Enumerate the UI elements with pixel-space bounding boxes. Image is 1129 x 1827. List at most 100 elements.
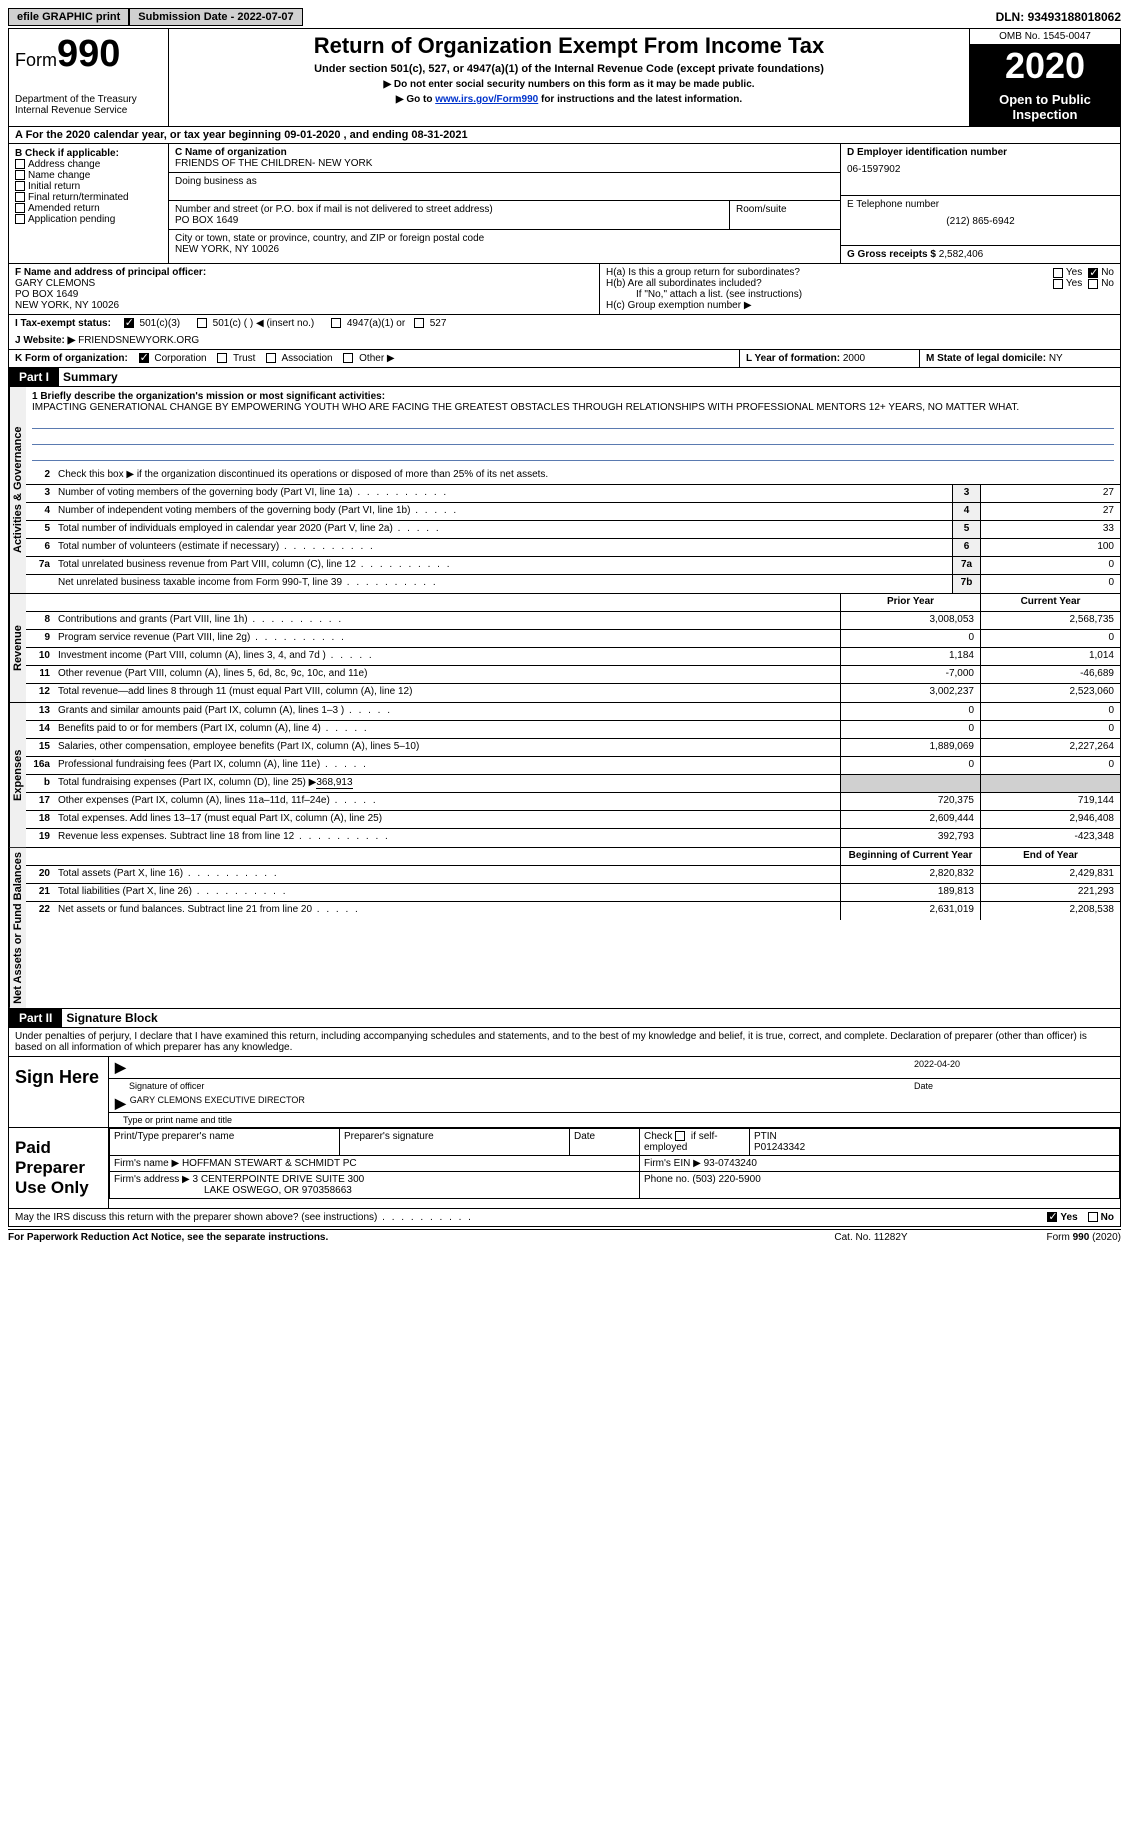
footer-left: For Paperwork Reduction Act Notice, see …: [8, 1232, 771, 1243]
row-i: I Tax-exempt status: 501(c)(3) 501(c) ( …: [8, 314, 1121, 332]
row-a-tax-year: A For the 2020 calendar year, or tax yea…: [8, 126, 1121, 143]
chk-other[interactable]: [343, 353, 353, 363]
officer-signed-name: GARY CLEMONS EXECUTIVE DIRECTOR: [130, 1095, 305, 1110]
val-16b: 368,913: [316, 777, 352, 789]
row-j: J Website: ▶ FRIENDSNEWYORK.ORG: [8, 332, 1121, 349]
note-1: ▶ Do not enter social security numbers o…: [175, 79, 963, 90]
officer-addr1: PO BOX 1649: [15, 289, 78, 300]
website-link[interactable]: FRIENDSNEWYORK.ORG: [78, 335, 199, 346]
officer-name: GARY CLEMONS: [15, 278, 95, 289]
chk-assoc[interactable]: [266, 353, 276, 363]
chk-ha-yes[interactable]: [1053, 268, 1063, 278]
header-block: B Check if applicable: Address change Na…: [8, 143, 1121, 263]
col-b-checkboxes: B Check if applicable: Address change Na…: [9, 144, 169, 263]
col-c-org-info: C Name of organization FRIENDS OF THE CH…: [169, 144, 840, 263]
chk-527[interactable]: [414, 318, 424, 328]
org-name: FRIENDS OF THE CHILDREN- NEW YORK: [175, 158, 834, 169]
dba-label: Doing business as: [175, 176, 834, 187]
chk-amended[interactable]: [15, 203, 25, 213]
state-domicile: NY: [1049, 353, 1063, 364]
chk-initial-return[interactable]: [15, 181, 25, 191]
street-value: PO BOX 1649: [175, 215, 723, 226]
part1-header: Part I Summary: [8, 368, 1121, 387]
mission-underline: [32, 415, 1114, 429]
form-title: Return of Organization Exempt From Incom…: [175, 33, 963, 59]
org-name-label: C Name of organization: [175, 147, 834, 158]
chk-ha-no[interactable]: [1088, 268, 1098, 278]
year-formation: 2000: [843, 353, 865, 364]
chk-name-change[interactable]: [15, 170, 25, 180]
paid-preparer-label: Paid Preparer Use Only: [9, 1128, 109, 1208]
dept-label: Department of the Treasury Internal Reve…: [15, 94, 162, 116]
room-label: Room/suite: [730, 201, 840, 229]
footer-form: Form 990 (2020): [971, 1232, 1121, 1243]
section-expenses: Expenses 13Grants and similar amounts pa…: [8, 703, 1121, 848]
footer: For Paperwork Reduction Act Notice, see …: [8, 1229, 1121, 1243]
firm-addr1: 3 CENTERPOINTE DRIVE SUITE 300: [193, 1174, 365, 1185]
firm-ein: 93-0743240: [704, 1158, 757, 1169]
chk-4947[interactable]: [331, 318, 341, 328]
sign-here-label: Sign Here: [9, 1057, 109, 1127]
row-f-h: F Name and address of principal officer:…: [8, 263, 1121, 314]
val-6: 100: [980, 539, 1120, 556]
chk-discuss-no[interactable]: [1088, 1212, 1098, 1222]
hc-label: H(c) Group exemption number ▶: [606, 300, 1114, 311]
discuss-row: May the IRS discuss this return with the…: [8, 1209, 1121, 1227]
form-subtitle: Under section 501(c), 527, or 4947(a)(1)…: [175, 63, 963, 75]
preparer-table: Print/Type preparer's name Preparer's si…: [109, 1128, 1120, 1199]
form-number: Form990: [15, 33, 162, 76]
footer-cat: Cat. No. 11282Y: [771, 1232, 971, 1243]
sig-officer-label: Signature of officer: [115, 1081, 914, 1091]
submission-date-button[interactable]: Submission Date - 2022-07-07: [129, 8, 302, 26]
gross-value: 2,582,406: [939, 249, 984, 260]
irs-link[interactable]: www.irs.gov/Form990: [435, 94, 538, 105]
section-revenue: Revenue Prior YearCurrent Year 8Contribu…: [8, 594, 1121, 703]
gross-label: G Gross receipts $: [847, 249, 939, 260]
chk-address-change[interactable]: [15, 159, 25, 169]
city-label: City or town, state or province, country…: [175, 233, 834, 244]
hdr-current: Current Year: [980, 594, 1120, 611]
officer-label: F Name and address of principal officer:: [15, 267, 206, 278]
sidelabel-net-assets: Net Assets or Fund Balances: [9, 848, 26, 1008]
sidelabel-revenue: Revenue: [9, 594, 26, 702]
form-header: Form990 Department of the Treasury Inter…: [8, 28, 1121, 126]
city-value: NEW YORK, NY 10026: [175, 244, 834, 255]
sidelabel-governance: Activities & Governance: [9, 387, 26, 593]
part2-header: Part II Signature Block: [8, 1009, 1121, 1028]
hdr-prior: Prior Year: [840, 594, 980, 611]
efile-button[interactable]: efile GRAPHIC print: [8, 8, 129, 26]
sidelabel-expenses: Expenses: [9, 703, 26, 847]
ein-value: 06-1597902: [847, 164, 1114, 175]
firm-addr2: LAKE OSWEGO, OR 970358663: [114, 1185, 352, 1196]
sign-date: 2022-04-20: [914, 1059, 1114, 1076]
ptin-value: P01243342: [754, 1142, 805, 1153]
tel-value: (212) 865-6942: [847, 216, 1114, 227]
firm-phone: (503) 220-5900: [692, 1174, 760, 1185]
chk-discuss-yes[interactable]: [1047, 1212, 1057, 1222]
col-d-e: D Employer identification number 06-1597…: [840, 144, 1120, 263]
chk-hb-no[interactable]: [1088, 279, 1098, 289]
val-7b: 0: [980, 575, 1120, 593]
ein-label: D Employer identification number: [847, 147, 1114, 158]
chk-501c3[interactable]: [124, 318, 134, 328]
chk-final-return[interactable]: [15, 192, 25, 202]
chk-app-pending[interactable]: [15, 214, 25, 224]
chk-self-employed[interactable]: [675, 1131, 685, 1141]
chk-501c[interactable]: [197, 318, 207, 328]
hdr-eoy: End of Year: [980, 848, 1120, 865]
penalties-text: Under penalties of perjury, I declare th…: [8, 1028, 1121, 1057]
dln-text: DLN: 93493188018062: [996, 10, 1121, 24]
arrow-icon: ▶: [115, 1059, 126, 1076]
chk-hb-yes[interactable]: [1053, 279, 1063, 289]
date-label: Date: [914, 1081, 1114, 1091]
val-3: 27: [980, 485, 1120, 502]
name-title-label: Type or print name and title: [109, 1113, 1120, 1127]
val-5: 33: [980, 521, 1120, 538]
street-label: Number and street (or P.O. box if mail i…: [175, 204, 723, 215]
chk-trust[interactable]: [217, 353, 227, 363]
val-4: 27: [980, 503, 1120, 520]
row-k-l-m: K Form of organization: Corporation Trus…: [8, 349, 1121, 368]
chk-corp[interactable]: [139, 353, 149, 363]
val-7a: 0: [980, 557, 1120, 574]
firm-name: HOFFMAN STEWART & SCHMIDT PC: [182, 1158, 357, 1169]
